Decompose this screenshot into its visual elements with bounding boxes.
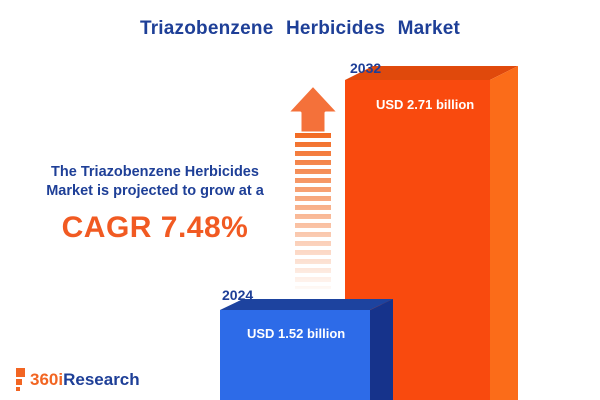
growth-arrow-icon	[285, 83, 341, 135]
page-title: Triazobenzene Herbicides Market	[139, 18, 461, 39]
intro-text-block: The Triazobenzene Herbicides Market is p…	[30, 163, 280, 245]
logo-square-small	[16, 387, 20, 391]
value-label-2024: USD 1.52 billion	[247, 326, 346, 341]
logo-squares-icon	[16, 368, 25, 391]
year-label-2032: 2032	[350, 60, 382, 76]
brand-logo: 360iResearch	[16, 368, 140, 391]
intro-line-2: Market is projected to grow at a	[46, 182, 264, 199]
value-label-2032: USD 2.71 billion	[376, 97, 475, 112]
bar-2024-top-face	[220, 299, 393, 310]
bar-2024-side-face	[370, 299, 393, 400]
intro-line-1: The Triazobenzene Herbicides	[51, 164, 259, 180]
logo-text-suffix: Research	[63, 369, 140, 389]
bar-2032-side-face	[490, 66, 518, 400]
bar-2024	[220, 310, 370, 400]
bar-2032-top-face	[345, 66, 518, 80]
cagr-value: CAGR 7.48%	[61, 210, 249, 244]
logo-square-large	[16, 368, 25, 377]
logo-text: 360iResearch	[30, 370, 140, 390]
year-label-2024: 2024	[222, 287, 254, 303]
logo-text-prefix: 360i	[30, 369, 64, 389]
growth-arrow-stripes	[295, 133, 331, 289]
logo-square-medium	[16, 379, 22, 385]
